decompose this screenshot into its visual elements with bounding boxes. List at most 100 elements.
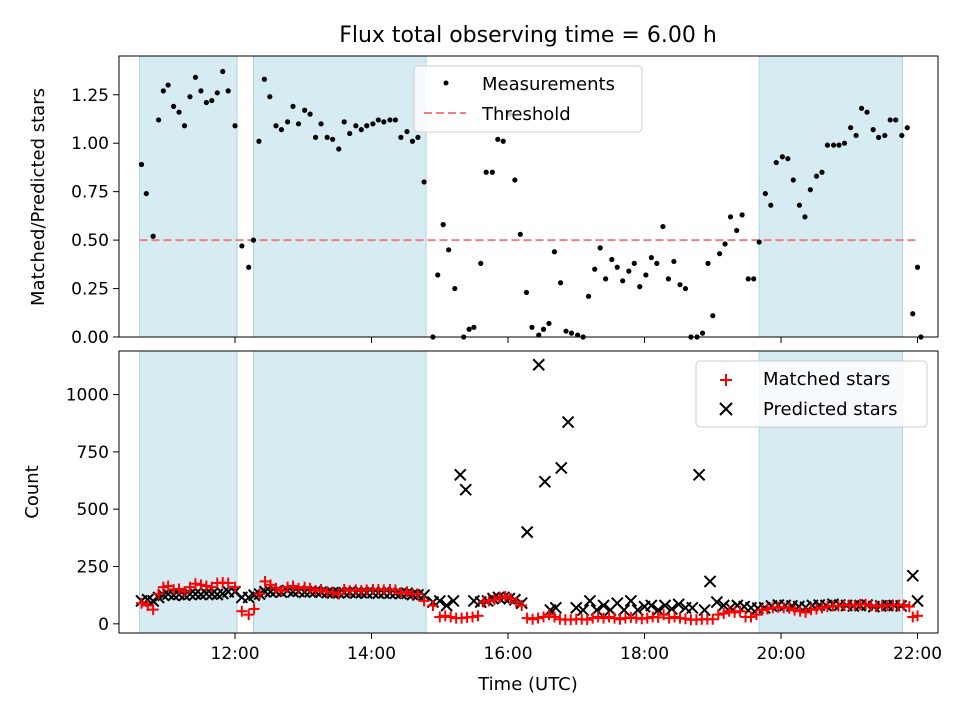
x-axis-label: Time (UTC): [477, 674, 578, 695]
matched-star-marker: [338, 583, 350, 595]
matched-star-marker: [718, 608, 730, 620]
matched-star-marker: [310, 585, 322, 597]
measurement-point: [446, 247, 452, 253]
measurement-point: [347, 130, 353, 137]
measurement-point: [370, 121, 376, 127]
measurement-point: [192, 74, 199, 80]
measurement-point: [643, 272, 649, 278]
measurement-point: [495, 136, 501, 142]
measurement-point: [471, 324, 477, 330]
measurement-point: [478, 260, 484, 266]
measurement-point: [358, 127, 364, 133]
measurement-point: [870, 127, 876, 133]
y-tick-label: 0.75: [71, 183, 109, 203]
measurement-point: [290, 103, 296, 109]
matched-star-marker: [912, 610, 924, 622]
matched-star-marker: [418, 595, 430, 607]
y-tick-label: 0.00: [71, 328, 109, 348]
predicted-star-marker: [672, 598, 685, 611]
measurement-point: [654, 260, 660, 266]
measurement-point: [171, 103, 177, 109]
measurement-point: [529, 324, 535, 330]
measurement-point: [440, 222, 446, 228]
matched-star-marker: [395, 587, 407, 599]
bottom-legend-box: [695, 360, 928, 428]
measurement-point: [853, 132, 859, 139]
measurement-point: [876, 134, 882, 140]
legend-measurements-marker: [443, 80, 449, 86]
legend-measurements-label: Measurements: [482, 74, 615, 95]
measurement-point: [181, 123, 188, 129]
measurement-point: [773, 159, 779, 166]
measurement-point: [819, 169, 825, 175]
matched-star-marker: [287, 580, 299, 592]
measurement-point: [609, 256, 615, 263]
matched-star-marker: [761, 603, 773, 615]
matched-star-marker: [745, 611, 757, 623]
matched-star-marker: [412, 588, 424, 600]
measurement-point: [807, 187, 813, 193]
measurement-point: [727, 214, 734, 220]
measurement-point: [165, 82, 171, 88]
measurement-point: [466, 326, 472, 332]
matched-star-marker: [521, 612, 533, 624]
measurement-point: [705, 260, 711, 266]
matched-star-marker: [783, 602, 795, 614]
measurement-point: [203, 99, 209, 106]
matched-star-marker: [734, 605, 746, 617]
predicted-star-marker: [624, 594, 638, 608]
predicted-star-marker: [440, 599, 453, 612]
matched-star-marker: [816, 602, 828, 614]
measurement-point: [734, 227, 740, 234]
matched-star-marker: [315, 583, 327, 595]
predicted-star-marker: [561, 415, 575, 429]
measurement-point: [209, 97, 215, 104]
x-tick-label: 16:00: [484, 644, 533, 664]
measurement-point: [540, 326, 547, 332]
measurement-point: [387, 117, 393, 123]
x-tick-label: 12:00: [211, 644, 260, 664]
measurement-point: [246, 264, 252, 270]
measurement-point: [858, 105, 865, 111]
measurement-point: [551, 249, 558, 255]
matched-star-marker: [789, 604, 801, 616]
matched-star-marker: [669, 611, 681, 623]
count-panel: 0 250 500 750 1000 12:00 14:00 16:00 18:00 20:00…: [22, 350, 942, 695]
matched-star-marker: [811, 603, 823, 615]
measurement-point: [626, 268, 632, 274]
matched-star-marker: [467, 611, 479, 623]
predicted-star-marker: [459, 483, 472, 496]
measurement-point: [882, 132, 888, 139]
measurement-point: [722, 241, 728, 247]
predicted-star-marker: [417, 588, 431, 602]
top-y-axis-label: Matched/Predicted stars: [28, 88, 49, 306]
measurement-point: [220, 68, 226, 75]
measurement-point: [910, 311, 916, 317]
measurement-point: [671, 258, 677, 265]
measurement-point: [637, 284, 643, 290]
matched-star-marker: [494, 591, 506, 603]
measurement-point: [250, 237, 257, 243]
measurement-point: [214, 90, 220, 96]
measurement-point: [404, 128, 410, 135]
measurement-point: [392, 117, 399, 123]
matched-star-marker: [270, 582, 282, 594]
predicted-star-marker: [538, 475, 552, 488]
matched-star-marker: [483, 595, 495, 607]
y-tick-label: 250: [77, 558, 109, 578]
predicted-star-marker: [597, 599, 610, 612]
matched-star-marker: [153, 588, 165, 600]
predicted-star-marker: [911, 594, 924, 608]
measurement-point: [914, 264, 921, 270]
measurement-points: [138, 68, 924, 340]
measurement-point: [546, 320, 552, 327]
measurement-point: [557, 280, 564, 286]
y-tick-label: 0.50: [71, 231, 109, 251]
matched-star-marker: [229, 581, 241, 593]
measurement-point: [489, 169, 495, 175]
matched-star-marker: [608, 612, 620, 624]
measurement-point: [614, 264, 620, 270]
matched-star-marker: [157, 581, 169, 593]
matched-star-marker: [488, 594, 500, 606]
measurement-point: [660, 223, 666, 230]
